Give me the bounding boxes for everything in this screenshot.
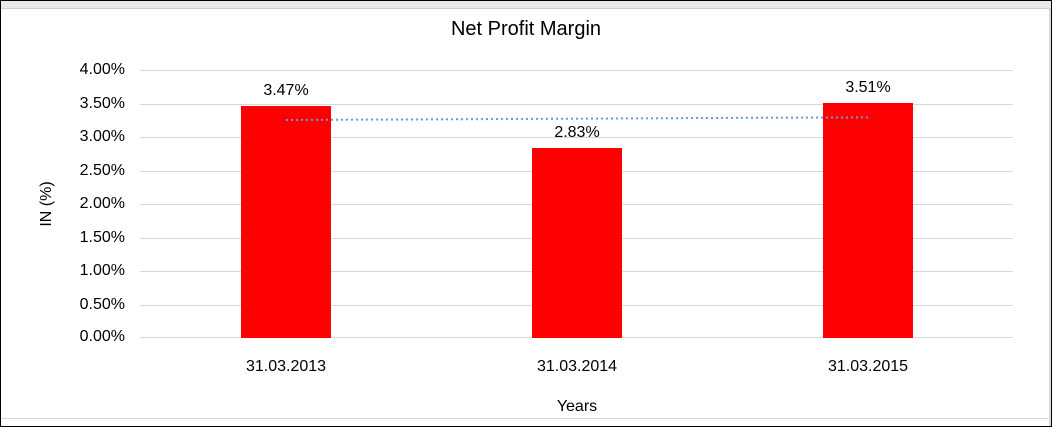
y-tick-label: 4.00%: [79, 61, 125, 78]
y-tick-label: 2.00%: [79, 195, 125, 212]
x-category-label: 31.03.2015: [827, 358, 909, 375]
gridline: [140, 70, 1013, 71]
gridline: [140, 104, 1013, 105]
top-border-strip: [1, 1, 1051, 9]
y-tick-label: 1.00%: [79, 262, 125, 279]
x-category-label: 31.03.2014: [536, 358, 618, 375]
plot-area: 3.47% 2.83% 3.51%: [140, 70, 1013, 338]
x-category-label: 31.03.2013: [245, 358, 327, 375]
y-tick-label: 0.00%: [79, 328, 125, 345]
y-tick-label: 0.50%: [79, 296, 125, 313]
data-label: 3.47%: [263, 82, 309, 99]
bar-31.03.2013: [241, 106, 331, 338]
y-tick-label: 2.50%: [79, 162, 125, 179]
bottom-border-line: [1, 418, 1049, 419]
bar-31.03.2014: [532, 148, 622, 338]
chart-title: Net Profit Margin: [450, 18, 602, 40]
x-axis-title: Years: [556, 398, 598, 415]
data-label: 2.83%: [554, 124, 600, 141]
y-tick-label: 1.50%: [79, 229, 125, 246]
gridline: [140, 137, 1013, 138]
trendline-dotted: [285, 116, 868, 121]
y-tick-label: 3.00%: [79, 128, 125, 145]
y-tick-label: 3.50%: [79, 95, 125, 112]
bar-31.03.2015: [823, 103, 913, 338]
right-border-strip: [1049, 8, 1051, 426]
data-label: 3.51%: [845, 79, 891, 96]
